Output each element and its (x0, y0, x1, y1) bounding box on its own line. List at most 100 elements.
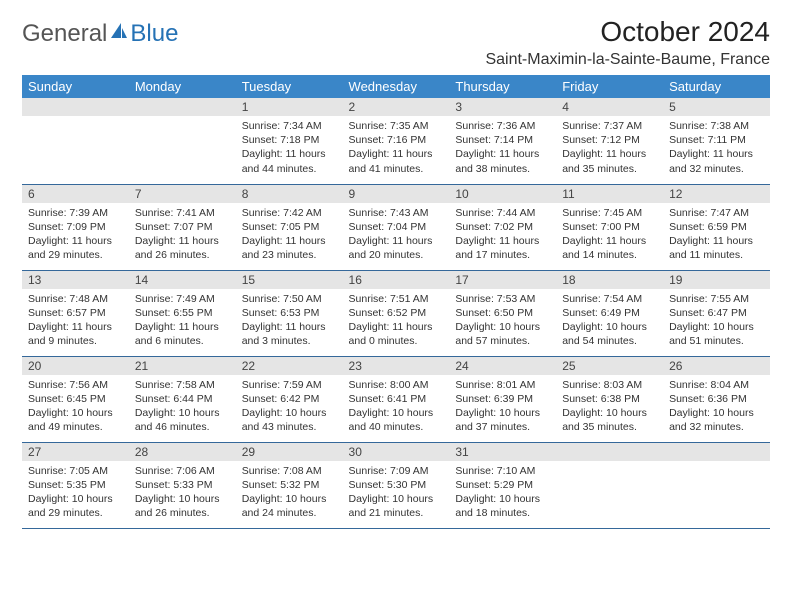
day-content: Sunrise: 7:39 AMSunset: 7:09 PMDaylight:… (22, 203, 129, 265)
day-number: 22 (236, 357, 343, 375)
day-number: 29 (236, 443, 343, 461)
day-daylight: Daylight: 10 hours and 51 minutes. (669, 320, 764, 348)
day-daylight: Daylight: 10 hours and 32 minutes. (669, 406, 764, 434)
day-content: Sunrise: 7:36 AMSunset: 7:14 PMDaylight:… (449, 116, 556, 178)
day-content: Sunrise: 7:51 AMSunset: 6:52 PMDaylight:… (343, 289, 450, 351)
day-content: Sunrise: 7:42 AMSunset: 7:05 PMDaylight:… (236, 203, 343, 265)
day-sunrise: Sunrise: 7:51 AM (349, 292, 444, 306)
day-number: 16 (343, 271, 450, 289)
day-sunrise: Sunrise: 8:00 AM (349, 378, 444, 392)
day-daylight: Daylight: 10 hours and 35 minutes. (562, 406, 657, 434)
calendar-cell: 19Sunrise: 7:55 AMSunset: 6:47 PMDayligh… (663, 270, 770, 356)
day-content: Sunrise: 7:45 AMSunset: 7:00 PMDaylight:… (556, 203, 663, 265)
day-content: Sunrise: 7:44 AMSunset: 7:02 PMDaylight:… (449, 203, 556, 265)
day-number: 17 (449, 271, 556, 289)
day-sunset: Sunset: 5:32 PM (242, 478, 337, 492)
logo: General Blue (22, 20, 178, 48)
day-number: 2 (343, 98, 450, 116)
day-number: 14 (129, 271, 236, 289)
day-sunrise: Sunrise: 7:54 AM (562, 292, 657, 306)
day-content: Sunrise: 7:41 AMSunset: 7:07 PMDaylight:… (129, 203, 236, 265)
day-sunset: Sunset: 5:30 PM (349, 478, 444, 492)
day-sunset: Sunset: 6:41 PM (349, 392, 444, 406)
day-sunset: Sunset: 6:44 PM (135, 392, 230, 406)
day-number: 12 (663, 185, 770, 203)
day-daylight: Daylight: 11 hours and 9 minutes. (28, 320, 123, 348)
day-sunset: Sunset: 5:29 PM (455, 478, 550, 492)
day-number: 21 (129, 357, 236, 375)
day-sunrise: Sunrise: 7:58 AM (135, 378, 230, 392)
day-sunrise: Sunrise: 7:49 AM (135, 292, 230, 306)
day-content: Sunrise: 8:01 AMSunset: 6:39 PMDaylight:… (449, 375, 556, 437)
day-daylight: Daylight: 11 hours and 38 minutes. (455, 147, 550, 175)
day-sunset: Sunset: 6:55 PM (135, 306, 230, 320)
day-sunset: Sunset: 7:07 PM (135, 220, 230, 234)
empty-day (663, 443, 770, 461)
day-daylight: Daylight: 10 hours and 54 minutes. (562, 320, 657, 348)
day-sunrise: Sunrise: 7:43 AM (349, 206, 444, 220)
day-content: Sunrise: 7:43 AMSunset: 7:04 PMDaylight:… (343, 203, 450, 265)
day-content: Sunrise: 7:53 AMSunset: 6:50 PMDaylight:… (449, 289, 556, 351)
day-number: 9 (343, 185, 450, 203)
day-content: Sunrise: 7:35 AMSunset: 7:16 PMDaylight:… (343, 116, 450, 178)
day-number: 19 (663, 271, 770, 289)
day-daylight: Daylight: 11 hours and 14 minutes. (562, 234, 657, 262)
day-sunrise: Sunrise: 7:37 AM (562, 119, 657, 133)
day-header: Saturday (663, 75, 770, 98)
day-header: Sunday (22, 75, 129, 98)
day-content: Sunrise: 7:49 AMSunset: 6:55 PMDaylight:… (129, 289, 236, 351)
day-sunrise: Sunrise: 7:08 AM (242, 464, 337, 478)
day-content: Sunrise: 7:54 AMSunset: 6:49 PMDaylight:… (556, 289, 663, 351)
day-sunset: Sunset: 5:33 PM (135, 478, 230, 492)
day-sunrise: Sunrise: 7:53 AM (455, 292, 550, 306)
calendar-cell: 17Sunrise: 7:53 AMSunset: 6:50 PMDayligh… (449, 270, 556, 356)
day-sunrise: Sunrise: 7:55 AM (669, 292, 764, 306)
day-sunrise: Sunrise: 7:09 AM (349, 464, 444, 478)
day-daylight: Daylight: 10 hours and 18 minutes. (455, 492, 550, 520)
calendar-cell: 7Sunrise: 7:41 AMSunset: 7:07 PMDaylight… (129, 184, 236, 270)
day-sunrise: Sunrise: 7:45 AM (562, 206, 657, 220)
day-header: Thursday (449, 75, 556, 98)
day-content: Sunrise: 7:56 AMSunset: 6:45 PMDaylight:… (22, 375, 129, 437)
calendar-cell: 2Sunrise: 7:35 AMSunset: 7:16 PMDaylight… (343, 98, 450, 184)
day-daylight: Daylight: 10 hours and 37 minutes. (455, 406, 550, 434)
day-sunset: Sunset: 7:11 PM (669, 133, 764, 147)
day-number: 10 (449, 185, 556, 203)
location: Saint-Maximin-la-Sainte-Baume, France (485, 51, 770, 69)
day-sunrise: Sunrise: 7:44 AM (455, 206, 550, 220)
calendar-cell: 12Sunrise: 7:47 AMSunset: 6:59 PMDayligh… (663, 184, 770, 270)
day-daylight: Daylight: 11 hours and 41 minutes. (349, 147, 444, 175)
calendar-cell (663, 442, 770, 528)
day-number: 23 (343, 357, 450, 375)
day-sunrise: Sunrise: 7:59 AM (242, 378, 337, 392)
day-sunrise: Sunrise: 7:36 AM (455, 119, 550, 133)
day-number: 26 (663, 357, 770, 375)
day-content: Sunrise: 7:55 AMSunset: 6:47 PMDaylight:… (663, 289, 770, 351)
day-number: 15 (236, 271, 343, 289)
calendar-cell: 18Sunrise: 7:54 AMSunset: 6:49 PMDayligh… (556, 270, 663, 356)
calendar-cell: 20Sunrise: 7:56 AMSunset: 6:45 PMDayligh… (22, 356, 129, 442)
day-sunrise: Sunrise: 7:38 AM (669, 119, 764, 133)
day-daylight: Daylight: 10 hours and 21 minutes. (349, 492, 444, 520)
day-sunset: Sunset: 6:47 PM (669, 306, 764, 320)
month-title: October 2024 (485, 16, 770, 48)
day-sunset: Sunset: 7:05 PM (242, 220, 337, 234)
day-content: Sunrise: 7:48 AMSunset: 6:57 PMDaylight:… (22, 289, 129, 351)
day-number: 25 (556, 357, 663, 375)
day-sunrise: Sunrise: 7:10 AM (455, 464, 550, 478)
day-daylight: Daylight: 11 hours and 26 minutes. (135, 234, 230, 262)
calendar-cell: 4Sunrise: 7:37 AMSunset: 7:12 PMDaylight… (556, 98, 663, 184)
calendar-cell: 24Sunrise: 8:01 AMSunset: 6:39 PMDayligh… (449, 356, 556, 442)
day-content: Sunrise: 7:09 AMSunset: 5:30 PMDaylight:… (343, 461, 450, 523)
day-content: Sunrise: 7:06 AMSunset: 5:33 PMDaylight:… (129, 461, 236, 523)
day-sunset: Sunset: 6:36 PM (669, 392, 764, 406)
day-number: 30 (343, 443, 450, 461)
day-sunset: Sunset: 5:35 PM (28, 478, 123, 492)
day-sunset: Sunset: 6:59 PM (669, 220, 764, 234)
logo-text-blue: Blue (130, 20, 178, 48)
calendar-cell: 26Sunrise: 8:04 AMSunset: 6:36 PMDayligh… (663, 356, 770, 442)
calendar-week: 27Sunrise: 7:05 AMSunset: 5:35 PMDayligh… (22, 442, 770, 528)
day-sunset: Sunset: 6:39 PM (455, 392, 550, 406)
calendar-week: 6Sunrise: 7:39 AMSunset: 7:09 PMDaylight… (22, 184, 770, 270)
calendar-cell: 5Sunrise: 7:38 AMSunset: 7:11 PMDaylight… (663, 98, 770, 184)
